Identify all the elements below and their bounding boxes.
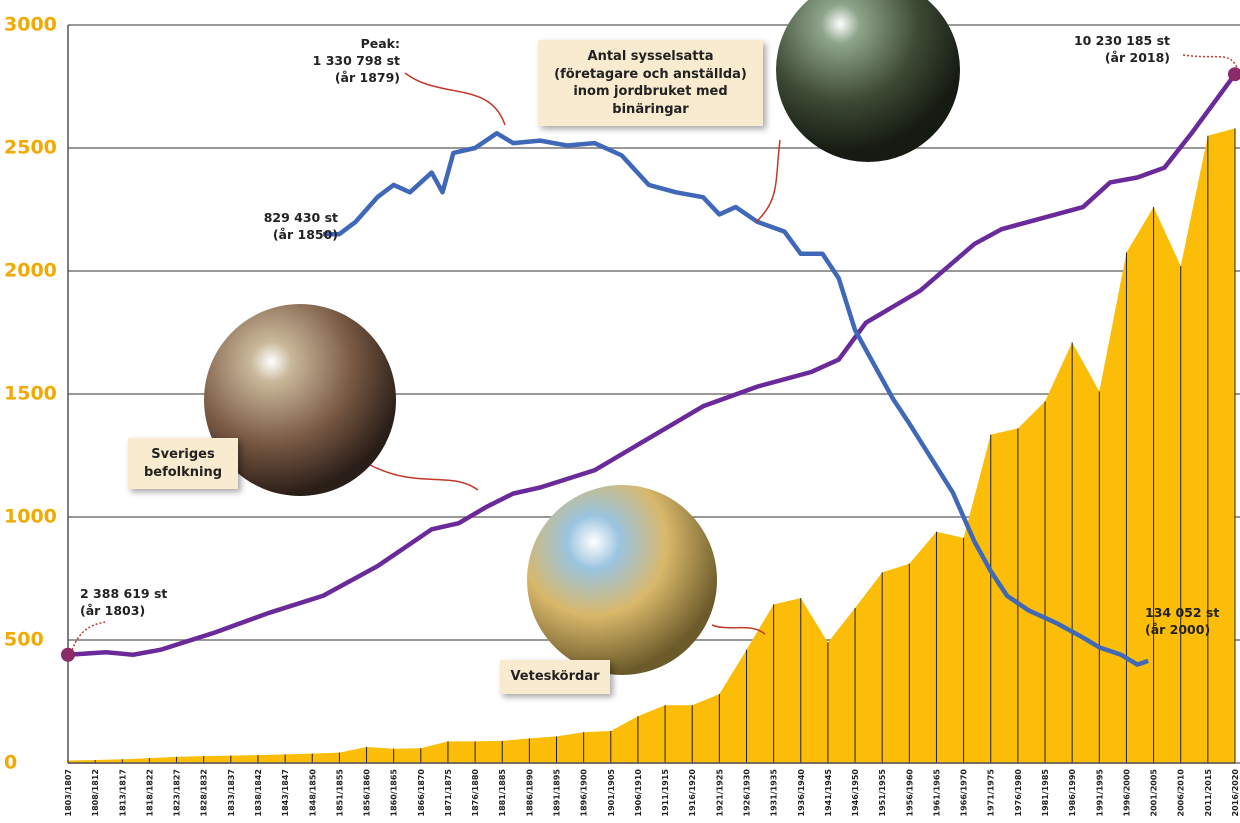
annotation: (år 1803) [80,603,145,618]
x-tick-label: 1838/1842 [254,769,263,816]
label-box: Antal sysselsatta (företagare och anstäl… [538,40,763,127]
x-tick-label: 1856/1860 [363,769,372,817]
x-tick-label: 1808/1812 [91,769,100,816]
x-tick-label: 1941/1945 [824,769,833,817]
end-point [61,647,75,662]
x-tick-label: 2011/2015 [1204,769,1213,817]
x-tick-label: 1921/1925 [715,769,724,817]
x-tick-label: 1996/2000 [1122,769,1131,817]
x-tick-label: 1866/1870 [417,769,426,817]
photo [776,0,960,162]
x-tick-label: 1813/1817 [118,769,127,816]
x-tick-label: 2006/2010 [1177,769,1186,817]
y-tick-label: 2000 [4,260,57,282]
x-tick-label: 2001/2005 [1150,769,1159,817]
x-tick-label: 1901/1905 [607,769,616,817]
annotation: (år 2018) [1105,50,1170,65]
annotation: 134 052 st [1145,605,1219,620]
x-tick-label: 1851/1855 [335,769,344,817]
x-tick-label: 1936/1940 [797,769,806,817]
area [68,128,1235,763]
x-tick-label: 1848/1850 [308,769,317,817]
y-tick-label: 1500 [4,383,57,405]
x-tick-label: 1961/1965 [932,769,941,817]
annotation: (år 1879) [335,70,400,85]
x-tick-label: 1896/1900 [580,769,589,817]
end-point [1228,67,1240,82]
photo [527,485,717,675]
annotation: 2 388 619 st [80,586,167,601]
x-tick-label: 1971/1975 [987,769,996,817]
annotation: (år 2000) [1145,622,1210,637]
x-tick-label: 1986/1990 [1068,769,1077,817]
leader [1182,54,1239,71]
x-tick-label: 1916/1920 [688,769,697,817]
x-tick-label: 1818/1822 [145,769,154,816]
annotation: 829 430 st [264,210,338,225]
annotation: (år 1850) [273,227,338,242]
y-tick-label: 2500 [4,137,57,159]
x-tick-label: 1991/1995 [1095,769,1104,817]
x-tick-label: 1803/1807 [64,769,73,816]
x-tick-label: 1946/1950 [851,769,860,817]
x-tick-label: 1956/1960 [905,769,914,817]
y-tick-label: 3000 [4,14,57,36]
y-tick-label: 0 [4,752,17,774]
annotation: 1 330 798 st [313,53,400,68]
x-tick-label: 1833/1837 [227,769,236,816]
y-tick-label: 1000 [4,506,57,528]
line [67,72,1237,658]
x-tick-label: 1966/1970 [960,769,969,817]
x-tick-label: 1871/1875 [444,769,453,817]
leader [71,621,106,651]
leader [369,464,479,491]
x-tick-label: 1876/1880 [471,769,480,817]
x-tick-label: 1843/1847 [281,769,290,816]
annotation: 10 230 185 st [1074,33,1170,48]
x-tick-label: 1828/1832 [200,769,209,816]
label-box: Sveriges befolkning [128,438,238,490]
line [323,130,1149,667]
y-tick-label: 500 [4,629,44,651]
x-tick-label: 1886/1890 [525,769,534,817]
x-tick-label: 1891/1895 [553,769,562,817]
x-tick-label: 1823/1827 [173,769,182,816]
x-tick-label: 1906/1910 [634,769,643,817]
photo [204,304,396,496]
x-tick-label: 1860/1865 [390,769,399,817]
leader [404,72,506,126]
leader [755,139,781,223]
x-tick-label: 1881/1885 [498,769,507,817]
x-tick-label: 1976/1980 [1014,769,1023,817]
label-box: Veteskördar [500,660,610,694]
x-tick-label: 1931/1935 [770,769,779,817]
x-tick-label: 1911/1915 [661,769,670,817]
annotation: Peak: [361,36,400,51]
x-tick-label: 2016/2020 [1231,769,1240,817]
x-tick-label: 1981/1985 [1041,769,1050,817]
x-tick-label: 1951/1955 [878,769,887,817]
leader [711,624,766,635]
x-tick-label: 1926/1930 [742,769,751,817]
